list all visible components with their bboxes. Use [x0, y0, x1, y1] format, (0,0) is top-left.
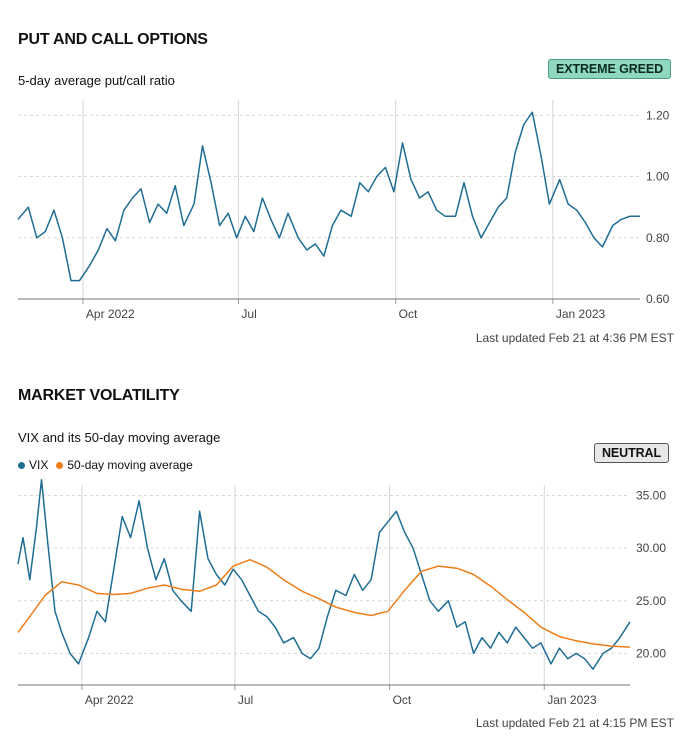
put-call-subtitle: 5-day average put/call ratio	[18, 73, 175, 88]
put-call-section-title: PUT AND CALL OPTIONS	[18, 31, 208, 48]
vix-chart: 35.00 30.00 25.00 20.00 Apr 2022 Jul Oct Jan 20…	[17, 478, 666, 707]
vix-y-tick-label: 25.00	[636, 594, 666, 608]
put-call-ratio-chart: 1.20 1.00 0.80 0.60 Apr 2022 Jul Oct Jan 2023	[17, 100, 670, 321]
put-call-x-tick-label: Jul	[241, 307, 256, 321]
put-call-y-tick-label: 0.60	[646, 292, 670, 306]
vix-x-tick-label: Jul	[238, 693, 253, 707]
legend-item-moving-average: 50-day moving average	[56, 458, 193, 472]
put-call-y-tick-label: 0.80	[646, 231, 670, 245]
50-day-moving-average-series-line	[17, 558, 631, 648]
put-call-x-tick-label: Oct	[399, 307, 418, 321]
put-call-y-tick-label: 1.20	[646, 108, 670, 122]
volatility-last-updated: Last updated Feb 21 at 4:15 PM EST	[475, 716, 674, 730]
volatility-subtitle: VIX and its 50-day moving average	[18, 430, 221, 445]
legend-label-moving-average: 50-day moving average	[67, 458, 193, 472]
put-call-ratio-series-line	[17, 111, 640, 282]
vix-legend-dot	[18, 461, 25, 469]
vix-y-tick-label: 30.00	[636, 541, 666, 555]
neutral-badge: NEUTRAL	[594, 443, 670, 463]
legend-label-vix: VIX	[29, 458, 49, 472]
put-call-y-tick-label: 1.00	[646, 170, 670, 184]
put-call-last-updated: Last updated Feb 21 at 4:36 PM EST	[475, 331, 674, 345]
vix-legend: VIX 50-day moving average	[18, 458, 193, 472]
vix-y-tick-label: 35.00	[636, 489, 666, 503]
vix-x-tick-label: Jan 2023	[547, 693, 597, 707]
volatility-section-title: MARKET VOLATILITY	[18, 387, 180, 404]
legend-item-vix: VIX	[18, 458, 48, 472]
vix-x-tick-label: Oct	[393, 693, 412, 707]
put-call-x-tick-label: Apr 2022	[86, 307, 135, 321]
vix-series-line	[17, 478, 631, 670]
vix-x-tick-label: Apr 2022	[85, 693, 134, 707]
extreme-greed-badge: EXTREME GREED	[548, 59, 672, 79]
put-call-x-tick-label: Jan 2023	[556, 307, 606, 321]
moving-average-legend-dot	[56, 461, 64, 469]
vix-y-tick-label: 20.00	[636, 646, 666, 660]
